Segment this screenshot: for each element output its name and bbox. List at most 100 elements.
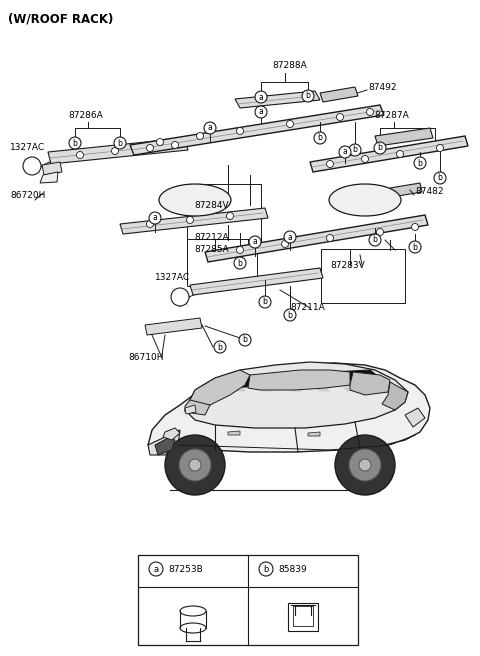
- Text: 86720H: 86720H: [10, 192, 46, 201]
- Polygon shape: [145, 318, 202, 335]
- Circle shape: [376, 228, 384, 236]
- Polygon shape: [40, 172, 58, 183]
- Circle shape: [149, 562, 163, 576]
- Polygon shape: [308, 432, 320, 436]
- Text: b: b: [438, 173, 443, 182]
- Bar: [293, 606, 313, 626]
- Circle shape: [374, 142, 386, 154]
- Text: 87288A: 87288A: [272, 60, 307, 70]
- Polygon shape: [382, 382, 408, 410]
- Circle shape: [76, 152, 84, 159]
- Circle shape: [411, 224, 419, 230]
- Polygon shape: [185, 362, 408, 428]
- Polygon shape: [190, 268, 323, 295]
- Circle shape: [259, 296, 271, 308]
- FancyBboxPatch shape: [187, 184, 261, 241]
- Text: 1327AC: 1327AC: [10, 144, 45, 152]
- Polygon shape: [390, 183, 422, 197]
- Text: (W/ROOF RACK): (W/ROOF RACK): [8, 12, 113, 25]
- Bar: [288, 603, 318, 631]
- Text: a: a: [288, 232, 292, 241]
- Text: 1327AC: 1327AC: [155, 274, 190, 283]
- Text: b: b: [264, 565, 269, 573]
- Text: 87253B: 87253B: [168, 565, 203, 573]
- Bar: [138, 555, 358, 645]
- Circle shape: [237, 247, 243, 253]
- Circle shape: [237, 127, 243, 134]
- Circle shape: [367, 108, 373, 115]
- Circle shape: [436, 144, 444, 152]
- Circle shape: [149, 212, 161, 224]
- Polygon shape: [130, 105, 384, 155]
- Polygon shape: [286, 385, 301, 391]
- Circle shape: [189, 459, 201, 471]
- Text: 87285A: 87285A: [194, 245, 229, 255]
- Circle shape: [249, 236, 261, 248]
- Circle shape: [214, 341, 226, 353]
- Text: 87492: 87492: [368, 83, 396, 91]
- Polygon shape: [342, 385, 357, 391]
- Circle shape: [23, 157, 41, 175]
- Circle shape: [156, 138, 164, 146]
- Circle shape: [414, 157, 426, 169]
- Circle shape: [339, 146, 351, 158]
- Circle shape: [336, 113, 344, 121]
- Text: b: b: [238, 258, 242, 268]
- Circle shape: [281, 241, 288, 247]
- Text: b: b: [288, 310, 292, 319]
- Text: 87212A: 87212A: [194, 234, 228, 243]
- Text: b: b: [217, 342, 222, 352]
- Circle shape: [434, 172, 446, 184]
- Text: b: b: [353, 146, 358, 155]
- Circle shape: [326, 161, 334, 167]
- Text: b: b: [242, 335, 247, 344]
- Circle shape: [284, 309, 296, 321]
- Polygon shape: [190, 370, 250, 410]
- Text: b: b: [118, 138, 122, 148]
- Circle shape: [69, 137, 81, 149]
- FancyBboxPatch shape: [321, 249, 405, 303]
- Circle shape: [359, 459, 371, 471]
- Circle shape: [302, 90, 314, 102]
- Circle shape: [165, 435, 225, 495]
- Text: a: a: [343, 148, 348, 157]
- Polygon shape: [42, 162, 62, 175]
- Polygon shape: [375, 128, 433, 146]
- Text: b: b: [372, 236, 377, 245]
- Text: 87211A: 87211A: [290, 304, 325, 312]
- Text: b: b: [378, 144, 383, 152]
- Polygon shape: [185, 400, 210, 415]
- Polygon shape: [48, 138, 188, 164]
- Text: 87284V: 87284V: [194, 201, 228, 209]
- Polygon shape: [258, 385, 273, 391]
- Circle shape: [255, 106, 267, 118]
- Circle shape: [287, 121, 293, 127]
- Text: b: b: [72, 138, 77, 148]
- Polygon shape: [163, 428, 180, 440]
- Polygon shape: [228, 431, 240, 435]
- Polygon shape: [185, 405, 196, 414]
- Polygon shape: [405, 408, 425, 427]
- Text: 87287A: 87287A: [374, 112, 409, 121]
- Circle shape: [326, 234, 334, 241]
- Ellipse shape: [329, 184, 401, 216]
- Text: 87286A: 87286A: [68, 112, 103, 121]
- Text: a: a: [252, 237, 257, 247]
- Circle shape: [409, 241, 421, 253]
- Circle shape: [146, 144, 154, 152]
- Circle shape: [187, 216, 193, 224]
- Text: a: a: [208, 123, 212, 133]
- Polygon shape: [220, 370, 380, 388]
- Polygon shape: [314, 385, 329, 391]
- Text: a: a: [154, 565, 158, 573]
- Ellipse shape: [159, 184, 231, 216]
- Polygon shape: [148, 363, 430, 452]
- Circle shape: [361, 155, 369, 163]
- Circle shape: [196, 133, 204, 140]
- Text: 86710H: 86710H: [128, 354, 164, 363]
- Text: b: b: [413, 243, 418, 251]
- Text: b: b: [418, 159, 422, 167]
- Circle shape: [314, 132, 326, 144]
- FancyBboxPatch shape: [187, 239, 257, 286]
- Circle shape: [146, 220, 154, 228]
